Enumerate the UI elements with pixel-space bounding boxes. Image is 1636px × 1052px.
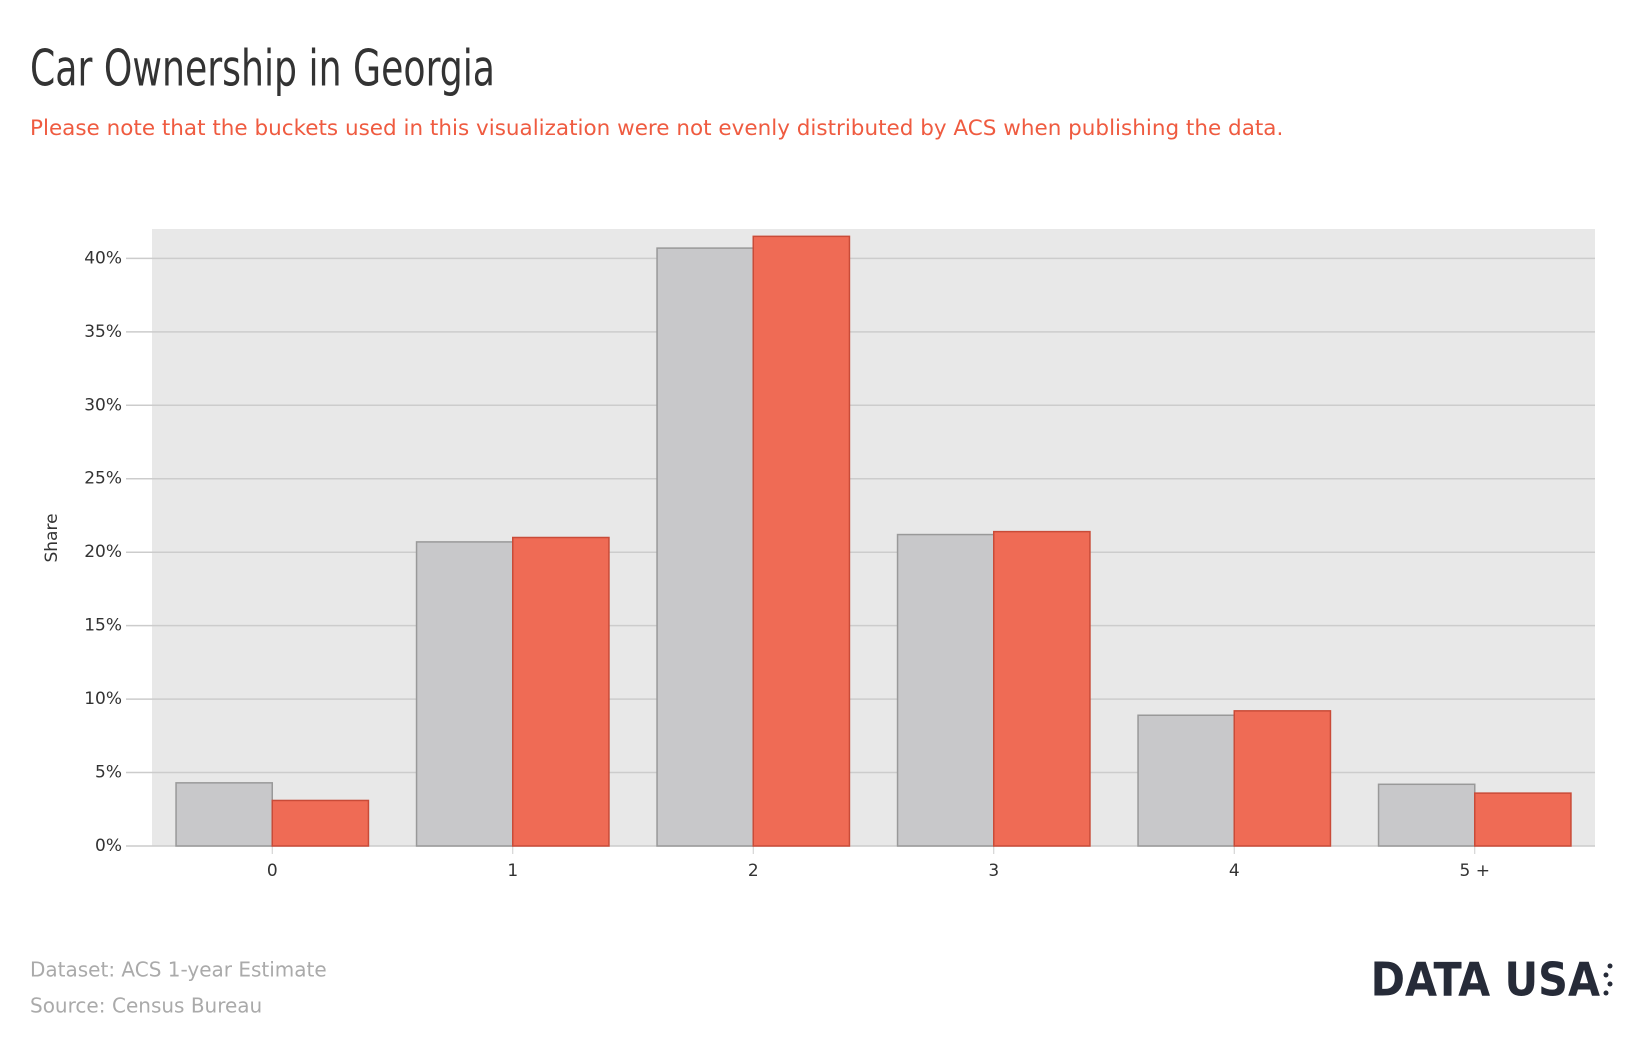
chart-subtitle: Please note that the buckets used in thi… (30, 116, 1283, 141)
plot-background (152, 229, 1595, 846)
x-tick-label: 1 (507, 861, 518, 881)
bar (271, 799, 370, 847)
bar (752, 235, 851, 847)
bar (175, 782, 273, 847)
y-tick-label: 0% (95, 836, 122, 856)
y-tick-label: 15% (84, 616, 122, 636)
logo: DATA USA (1371, 953, 1600, 1007)
bar (993, 530, 1091, 847)
x-tick-label: 2 (748, 861, 759, 881)
y-tick-label: 5% (95, 763, 122, 783)
bar (1137, 714, 1236, 847)
bar (512, 536, 610, 847)
x-tick-label: 5 + (1460, 861, 1490, 881)
footer-dataset: Dataset: ACS 1-year Estimate (30, 958, 327, 982)
y-tick-label: 20% (84, 542, 122, 562)
bar (1233, 710, 1332, 847)
y-tick-label: 10% (84, 689, 122, 709)
grid: 0% 5% 10% 15% 20% 25% 30% 35% 40% 0 1 2 3 4 5 + (84, 248, 1595, 881)
x-tick-label: 3 (988, 861, 999, 881)
y-axis-label: Share (42, 513, 62, 562)
bar (656, 247, 754, 847)
footer-source: Census Bureau (112, 994, 262, 1018)
chart-title: Car Ownership in Georgia (30, 40, 495, 98)
bar (415, 541, 514, 847)
y-tick-label: 35% (84, 322, 122, 342)
y-tick-label: 30% (84, 395, 122, 415)
bars (175, 235, 1572, 847)
bar (1474, 792, 1572, 847)
bar (896, 533, 995, 847)
x-tick-label: 0 (267, 861, 278, 881)
logo-stars (1603, 963, 1613, 996)
bar (1377, 783, 1476, 847)
x-tick-label: 4 (1229, 861, 1240, 881)
y-tick-label: 25% (84, 469, 122, 489)
y-tick-label: 40% (84, 248, 122, 268)
footer-source-prefix: Source: (30, 994, 105, 1018)
